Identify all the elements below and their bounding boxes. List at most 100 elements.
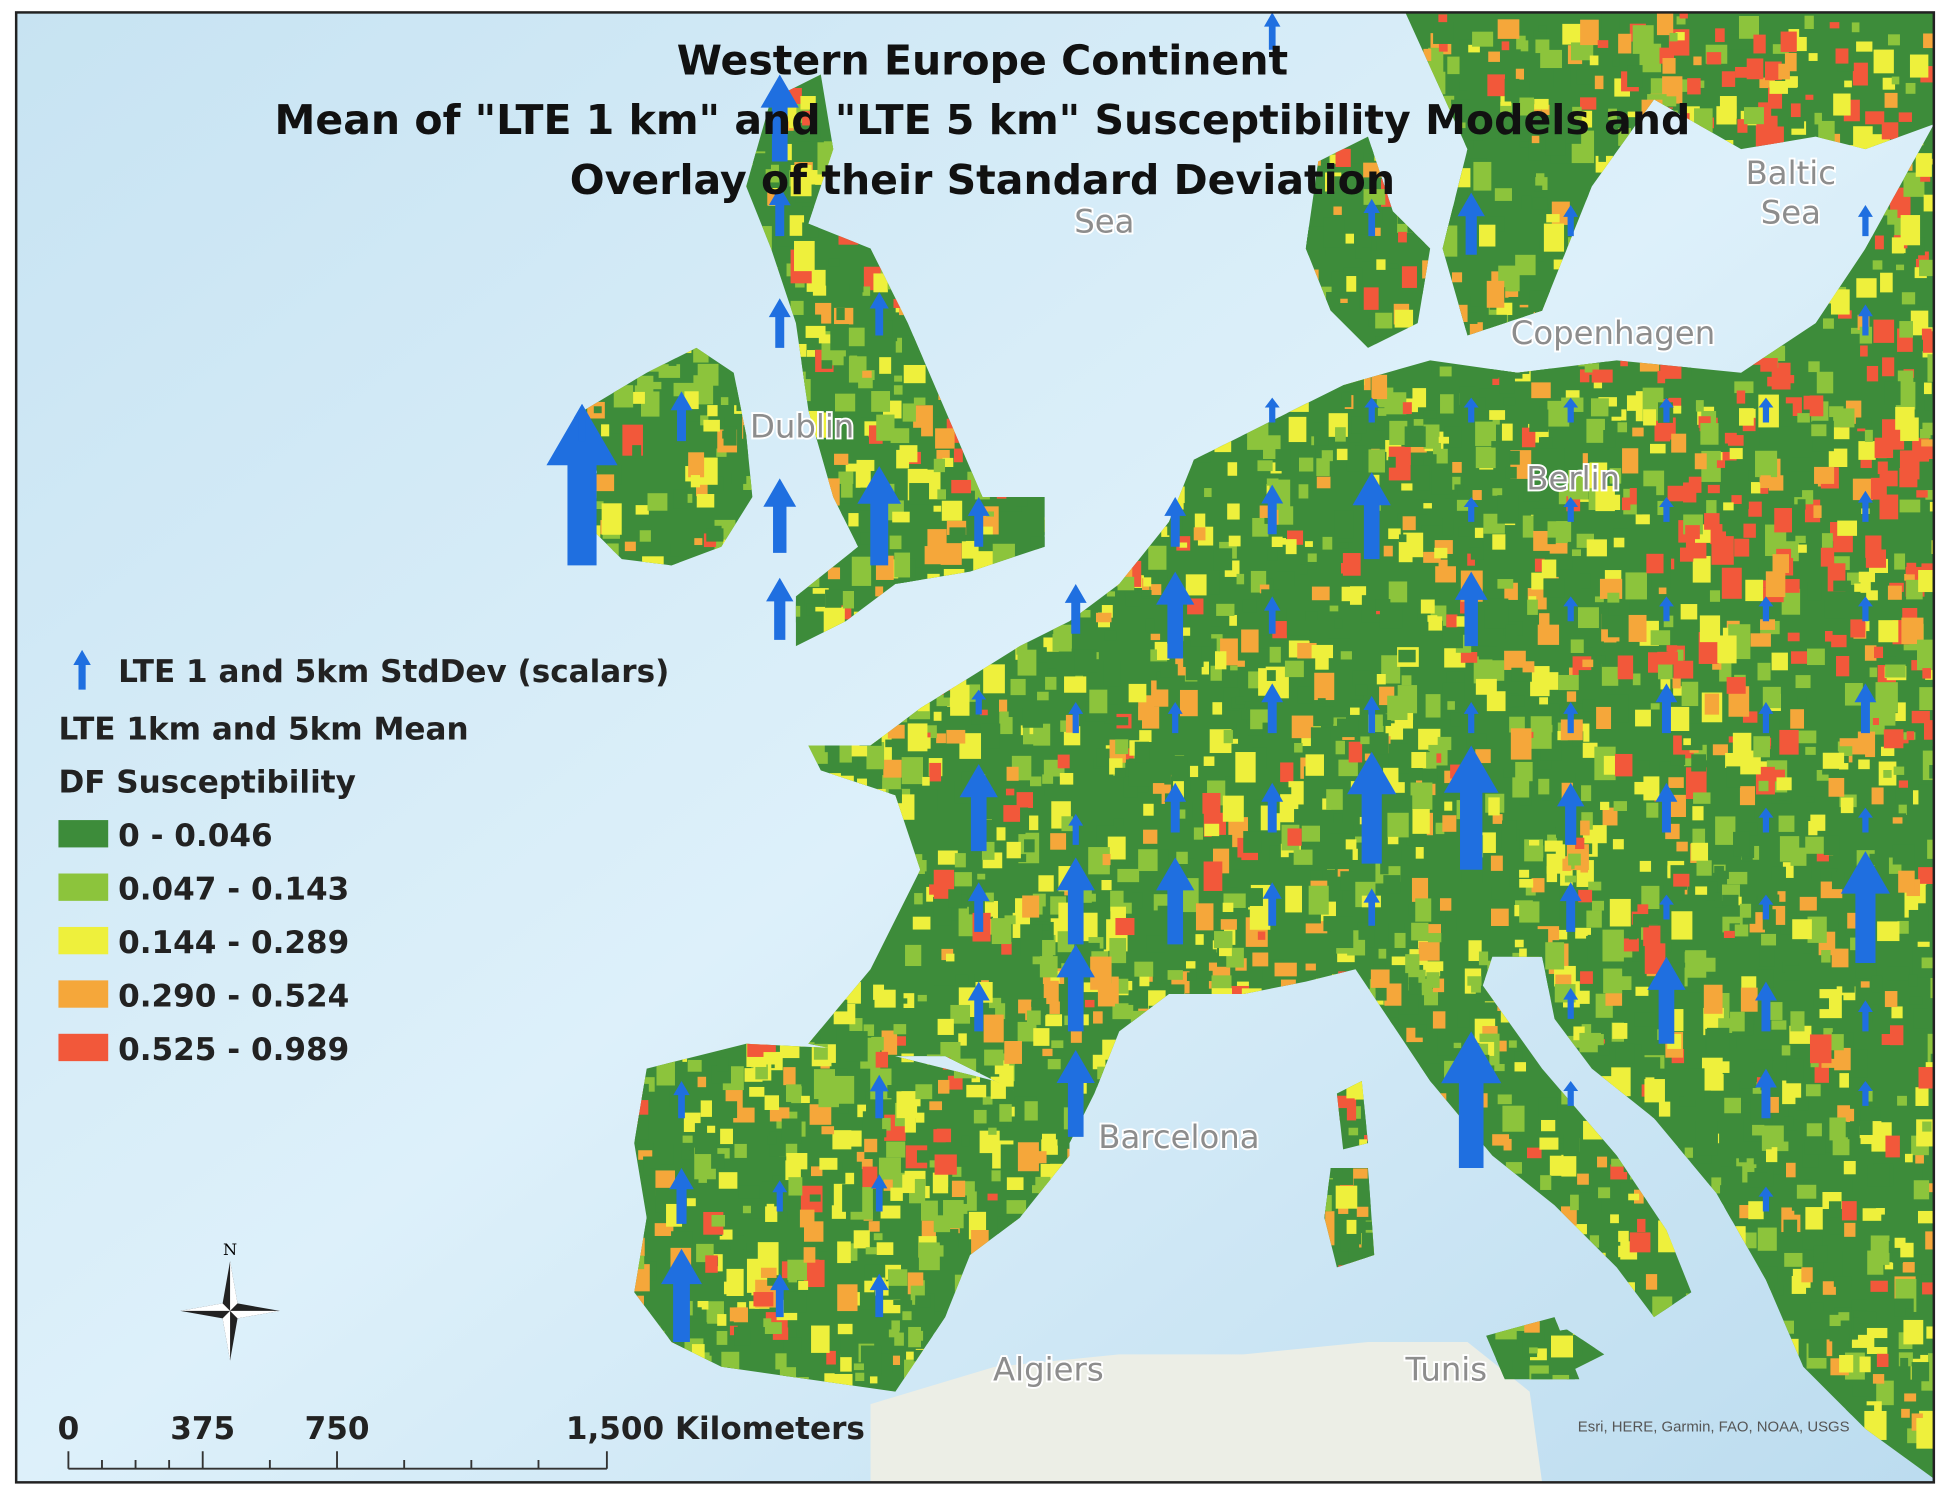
raster-cell — [876, 414, 895, 441]
raster-cell — [1656, 787, 1666, 795]
raster-cell — [1488, 598, 1509, 629]
raster-cell — [1729, 448, 1743, 460]
raster-cell — [1491, 441, 1500, 448]
raster-cell — [1220, 919, 1237, 930]
raster-cell — [1779, 793, 1788, 801]
raster-cell — [1902, 1262, 1915, 1273]
raster-cell — [1860, 1107, 1881, 1123]
raster-cell — [658, 364, 681, 378]
raster-cell — [849, 283, 864, 293]
raster-cell — [1675, 32, 1685, 41]
raster-cell — [1821, 950, 1831, 963]
raster-cell — [1829, 1314, 1841, 1327]
raster-cell — [894, 1332, 904, 1346]
raster-cell — [863, 1024, 875, 1036]
raster-cell — [1057, 754, 1070, 769]
raster-cell — [1852, 62, 1868, 86]
raster-cell — [1571, 42, 1594, 61]
raster-cell — [1721, 1166, 1743, 1186]
raster-cell — [885, 1279, 904, 1307]
raster-cell — [862, 370, 872, 378]
raster-cell — [1388, 456, 1396, 468]
raster-cell — [1388, 866, 1401, 882]
raster-cell — [1828, 1201, 1842, 1221]
raster-cell — [1716, 460, 1726, 468]
raster-cell — [1208, 608, 1221, 627]
raster-cell — [1535, 39, 1550, 54]
raster-cell — [1913, 1180, 1930, 1200]
raster-cell — [1634, 781, 1644, 795]
raster-cell — [1602, 929, 1624, 962]
raster-cell — [1375, 420, 1385, 431]
raster-cell — [1918, 784, 1934, 805]
raster-cell — [688, 1307, 702, 1319]
raster-cell — [794, 240, 815, 272]
raster-cell — [1717, 635, 1737, 664]
raster-cell — [1742, 711, 1758, 723]
raster-cell — [1613, 506, 1623, 515]
raster-cell — [1784, 965, 1801, 981]
raster-cell — [827, 567, 841, 580]
raster-cell — [1760, 482, 1769, 494]
raster-cell — [842, 1184, 863, 1212]
raster-cell — [1892, 1247, 1904, 1263]
raster-cell — [932, 1172, 949, 1194]
raster-cell — [1210, 665, 1222, 681]
raster-cell — [1753, 34, 1766, 54]
raster-cell — [1721, 1061, 1730, 1073]
raster-cell — [734, 1326, 751, 1346]
raster-cell — [985, 892, 994, 903]
raster-cell — [1152, 783, 1165, 794]
raster-cell — [892, 511, 910, 523]
raster-cell — [1881, 122, 1899, 140]
raster-cell — [856, 459, 875, 471]
raster-cell — [1676, 841, 1688, 852]
raster-cell — [809, 1194, 821, 1202]
raster-cell — [793, 122, 811, 142]
raster-cell — [1494, 1063, 1505, 1072]
raster-cell — [1898, 780, 1909, 788]
raster-cell — [1874, 235, 1884, 250]
raster-cell — [1541, 559, 1557, 579]
raster-cell — [1348, 433, 1361, 443]
raster-cell — [1634, 1012, 1656, 1027]
raster-cell — [1000, 1144, 1019, 1169]
raster-cell — [1579, 369, 1590, 383]
raster-cell — [1586, 910, 1602, 928]
raster-cell — [1084, 999, 1095, 1008]
raster-cell — [937, 1079, 950, 1094]
raster-cell — [707, 1307, 720, 1324]
raster-cell — [1625, 572, 1647, 600]
raster-cell — [933, 711, 942, 721]
raster-cell — [1520, 40, 1529, 52]
raster-cell — [1805, 1084, 1821, 1097]
raster-cell — [1710, 531, 1727, 545]
raster-cell — [1337, 718, 1359, 738]
raster-cell — [881, 1030, 898, 1055]
raster-cell — [948, 889, 962, 908]
raster-cell — [1921, 328, 1932, 340]
raster-cell — [1543, 223, 1565, 252]
raster-cell — [903, 993, 915, 1009]
raster-cell — [1739, 408, 1754, 426]
raster-cell — [1734, 538, 1750, 557]
raster-cell — [902, 403, 916, 422]
raster-cell — [1346, 449, 1363, 472]
raster-cell — [1580, 507, 1600, 531]
raster-cell — [892, 1271, 903, 1282]
raster-cell — [1377, 408, 1387, 416]
raster-cell — [1805, 796, 1815, 803]
raster-cell — [1522, 661, 1535, 673]
raster-cell — [1904, 1393, 1917, 1402]
raster-cell — [1016, 792, 1033, 808]
raster-cell — [1031, 1185, 1045, 1194]
raster-cell — [1423, 410, 1437, 419]
raster-cell — [1472, 397, 1486, 412]
raster-cell — [1891, 76, 1900, 85]
raster-cell — [888, 1329, 900, 1338]
raster-cell — [1492, 377, 1501, 386]
raster-cell — [1884, 1262, 1894, 1270]
raster-cell — [1833, 1276, 1852, 1287]
raster-cell — [929, 762, 942, 782]
raster-cell — [787, 1259, 807, 1281]
